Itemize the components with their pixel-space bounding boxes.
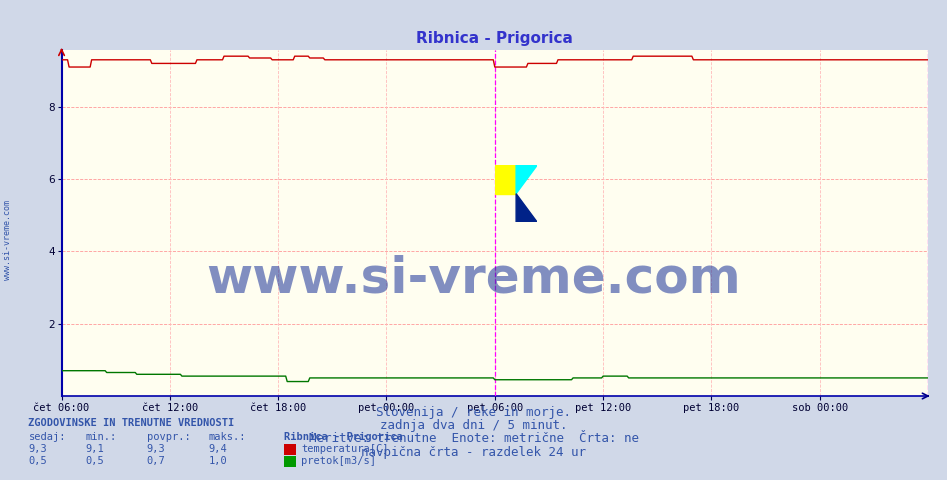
Text: maks.:: maks.: (208, 432, 246, 442)
Text: 0,5: 0,5 (85, 456, 104, 466)
Polygon shape (516, 193, 538, 222)
Text: www.si-vreme.com: www.si-vreme.com (206, 254, 741, 302)
Text: 9,3: 9,3 (147, 444, 166, 454)
Polygon shape (516, 165, 538, 193)
Text: min.:: min.: (85, 432, 116, 442)
Title: Ribnica - Prigorica: Ribnica - Prigorica (417, 32, 573, 47)
Text: Meritve: trenutne  Enote: metrične  Črta: ne: Meritve: trenutne Enote: metrične Črta: … (309, 432, 638, 445)
Text: sedaj:: sedaj: (28, 432, 66, 442)
Text: ZGODOVINSKE IN TRENUTNE VREDNOSTI: ZGODOVINSKE IN TRENUTNE VREDNOSTI (28, 418, 235, 428)
Polygon shape (494, 165, 516, 193)
Text: 9,3: 9,3 (28, 444, 47, 454)
Text: temperatura[C]: temperatura[C] (301, 444, 388, 454)
Text: pretok[m3/s]: pretok[m3/s] (301, 456, 376, 466)
Text: 0,5: 0,5 (28, 456, 47, 466)
Text: 1,0: 1,0 (208, 456, 227, 466)
Text: navpična črta - razdelek 24 ur: navpična črta - razdelek 24 ur (361, 446, 586, 459)
Text: 9,4: 9,4 (208, 444, 227, 454)
Text: www.si-vreme.com: www.si-vreme.com (3, 200, 12, 280)
Text: 0,7: 0,7 (147, 456, 166, 466)
Text: zadnja dva dni / 5 minut.: zadnja dva dni / 5 minut. (380, 419, 567, 432)
Text: 9,1: 9,1 (85, 444, 104, 454)
Text: Slovenija / reke in morje.: Slovenija / reke in morje. (376, 406, 571, 419)
Text: povpr.:: povpr.: (147, 432, 190, 442)
Text: Ribnica - Prigorica: Ribnica - Prigorica (284, 432, 402, 442)
